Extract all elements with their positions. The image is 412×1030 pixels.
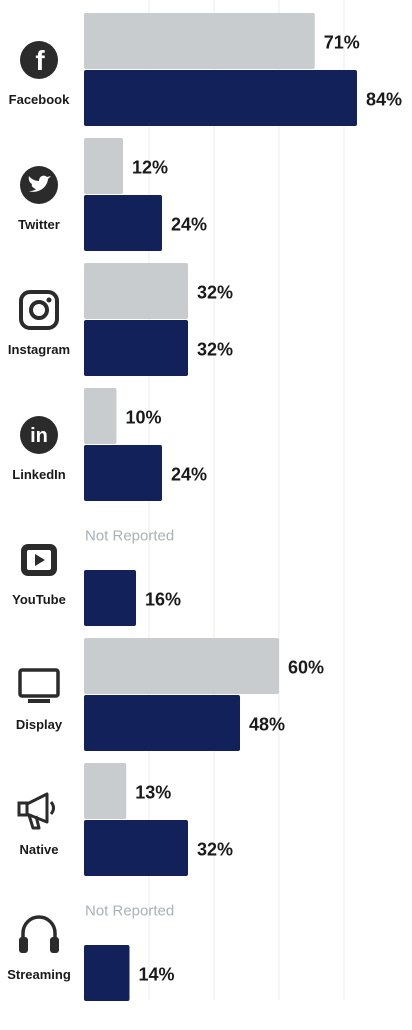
value-label: 14% — [139, 965, 175, 985]
bar-series-2-facebook — [84, 70, 357, 126]
value-label: 12% — [132, 158, 168, 178]
bar-series-2-twitter — [84, 195, 162, 251]
category-label: Facebook — [9, 92, 70, 107]
value-label: 32% — [197, 283, 233, 303]
bar-series-1-facebook — [84, 13, 315, 69]
bar-series-2-native — [84, 820, 188, 876]
bar-series-1-linkedin — [84, 388, 117, 444]
facebook-icon: f — [20, 41, 58, 79]
category-group-instagram: Instagram 32% 32% — [8, 263, 233, 376]
value-label: 71% — [324, 33, 360, 53]
category-group-display: Display 60% 48% — [16, 638, 324, 751]
category-label: LinkedIn — [12, 467, 66, 482]
category-label: Streaming — [7, 967, 71, 982]
twitter-icon — [20, 166, 58, 204]
bar-series-2-streaming — [84, 945, 130, 1001]
not-reported-label: Not Reported — [85, 903, 174, 920]
category-label: Instagram — [8, 342, 70, 357]
value-label: 24% — [171, 465, 207, 485]
value-label: 13% — [135, 783, 171, 803]
category-group-linkedin: LinkedIn 10% 24% — [12, 388, 207, 501]
headphones-icon — [19, 915, 59, 953]
bar-series-2-linkedin — [84, 445, 162, 501]
value-label: 16% — [145, 590, 181, 610]
instagram-icon — [19, 290, 59, 330]
not-reported-label: Not Reported — [85, 528, 174, 545]
value-label: 84% — [366, 90, 402, 110]
category-group-native: Native 13% 32% — [19, 763, 233, 876]
bar-series-1-instagram — [84, 263, 188, 319]
category-group-twitter: Twitter 12% 24% — [18, 138, 207, 251]
youtube-icon — [21, 544, 57, 576]
megaphone-icon — [17, 792, 55, 830]
value-label: 32% — [197, 340, 233, 360]
bar-series-1-twitter — [84, 138, 123, 194]
bar-series-2-instagram — [84, 320, 188, 376]
category-group-streaming: Streaming Not Reported 14% — [7, 903, 175, 1001]
value-label: 10% — [126, 408, 162, 428]
bar-series-1-display — [84, 638, 279, 694]
svg-text:in: in — [30, 425, 48, 447]
bar-series-1-native — [84, 763, 127, 819]
category-label: Native — [19, 842, 58, 857]
category-group-youtube: YouTube Not Reported 16% — [12, 528, 181, 626]
value-label: 60% — [288, 658, 324, 678]
bar-series-2-display — [84, 695, 240, 751]
category-group-facebook: Facebook 71% 84% — [9, 13, 402, 126]
value-label: 48% — [249, 715, 285, 735]
svg-text:f: f — [35, 45, 45, 76]
value-label: 32% — [197, 840, 233, 860]
display-monitor-icon — [18, 668, 60, 703]
bar-series-2-youtube — [84, 570, 136, 626]
category-label: Twitter — [18, 217, 60, 232]
category-label: YouTube — [12, 592, 66, 607]
category-label: Display — [16, 717, 63, 732]
value-label: 24% — [171, 215, 207, 235]
linkedin-icon: in — [20, 416, 58, 454]
